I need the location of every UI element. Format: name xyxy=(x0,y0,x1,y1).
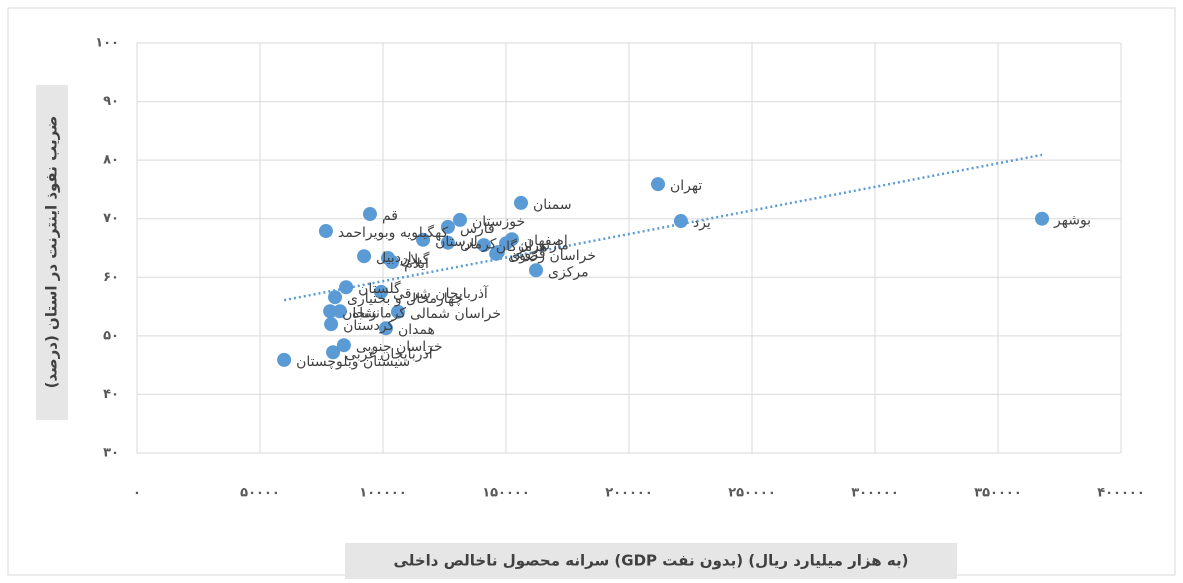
y-tick-label: ۴۰ xyxy=(103,387,119,402)
point-label: مرکزی xyxy=(548,264,589,280)
point-label: مازندران xyxy=(518,237,569,253)
x-tick-label: ۳۰۰۰۰۰ xyxy=(851,486,899,501)
point xyxy=(357,249,372,264)
trendline xyxy=(283,153,1043,302)
point xyxy=(362,207,377,222)
point-label: کرمان xyxy=(460,237,497,253)
point-label: کرمانشاه xyxy=(352,305,406,321)
point-label: ایلام xyxy=(404,256,429,272)
point-label: اصفهان xyxy=(524,233,568,249)
point xyxy=(332,304,347,319)
point-label: زنجان xyxy=(342,305,376,321)
point xyxy=(416,232,431,247)
point xyxy=(323,304,338,319)
point-label: خوزستان xyxy=(472,214,525,230)
point-label: قزوین xyxy=(510,246,546,262)
point xyxy=(378,321,393,336)
point-label: یزد xyxy=(693,215,711,231)
point xyxy=(324,317,339,332)
point xyxy=(673,214,688,229)
point-label: گیلان xyxy=(400,251,430,268)
x-tick-label: ۲۰۰۰۰۰ xyxy=(605,486,653,501)
point-label: بوشهر xyxy=(1053,213,1091,229)
point-label: چهارمحال و بختیاری xyxy=(347,291,463,307)
point xyxy=(651,177,666,192)
point xyxy=(391,304,406,319)
point-label: کهگیلویه وبویراحمد xyxy=(338,224,449,241)
point-label: قم xyxy=(382,208,398,224)
x-tick-label: ۰ xyxy=(133,486,141,501)
point-label: خراسان شمالی xyxy=(410,306,501,322)
point xyxy=(374,284,389,299)
point xyxy=(489,246,504,261)
x-tick-label: ۵۰۰۰۰ xyxy=(240,486,280,501)
x-tick-label: ۱۵۰۰۰۰ xyxy=(482,486,530,501)
point xyxy=(529,263,544,278)
point-label: گلستان xyxy=(358,280,401,297)
y-tick-label: ۸۰ xyxy=(103,153,119,168)
y-title-box xyxy=(36,85,68,420)
point xyxy=(514,195,529,210)
point xyxy=(1035,211,1050,226)
point-label: تهران xyxy=(670,178,702,194)
y-tick-label: ۳۰ xyxy=(103,446,119,461)
point xyxy=(385,255,400,270)
point xyxy=(326,345,341,360)
x-tick-label: ۱۰۰۰۰۰ xyxy=(359,486,407,501)
point-label: سمنان xyxy=(533,197,572,213)
y-tick-label: ۹۰ xyxy=(103,94,119,109)
x-title-box xyxy=(345,543,957,579)
point xyxy=(476,238,491,253)
point xyxy=(277,352,292,367)
point-label: آذربایجان غربی xyxy=(345,345,434,362)
y-tick-label: ۵۰ xyxy=(103,328,119,343)
point-label: اردبیل xyxy=(376,250,412,266)
point-label: خراسان جنوبی xyxy=(356,339,443,355)
chart-frame xyxy=(7,7,1176,576)
x-axis-title: سرانه محصول ناخالص داخلی (GDP بدون نفت) … xyxy=(394,552,909,570)
point xyxy=(499,236,513,251)
point-label: آذربایجان شرقی xyxy=(393,285,489,302)
point xyxy=(318,224,333,239)
x-tick-label: ۳۵۰۰۰۰ xyxy=(974,486,1022,501)
point xyxy=(339,280,354,295)
point-label: فارس xyxy=(460,221,495,237)
point-label: همدان xyxy=(398,322,435,338)
point xyxy=(440,219,455,234)
y-axis-title: ضریب نفوذ اینترنت در استان (درصد) xyxy=(43,116,61,389)
point-label: سیستان وبلوچستان xyxy=(296,354,410,370)
y-tick-label: ۶۰ xyxy=(103,270,119,285)
point xyxy=(452,212,467,227)
point xyxy=(328,290,343,305)
y-tick-label: ۷۰ xyxy=(103,211,119,226)
x-tick-label: ۲۵۰۰۰۰ xyxy=(728,486,776,501)
point-label: خراسان رضوی xyxy=(508,248,596,264)
point-label: لرستان xyxy=(435,234,478,250)
point xyxy=(440,235,455,250)
point-label: کردستان xyxy=(343,318,394,334)
x-tick-label: ۴۰۰۰۰۰ xyxy=(1097,486,1145,501)
y-tick-label: ۱۰۰ xyxy=(95,36,119,51)
point xyxy=(336,338,351,353)
point-label: هرمزگان xyxy=(496,238,548,255)
